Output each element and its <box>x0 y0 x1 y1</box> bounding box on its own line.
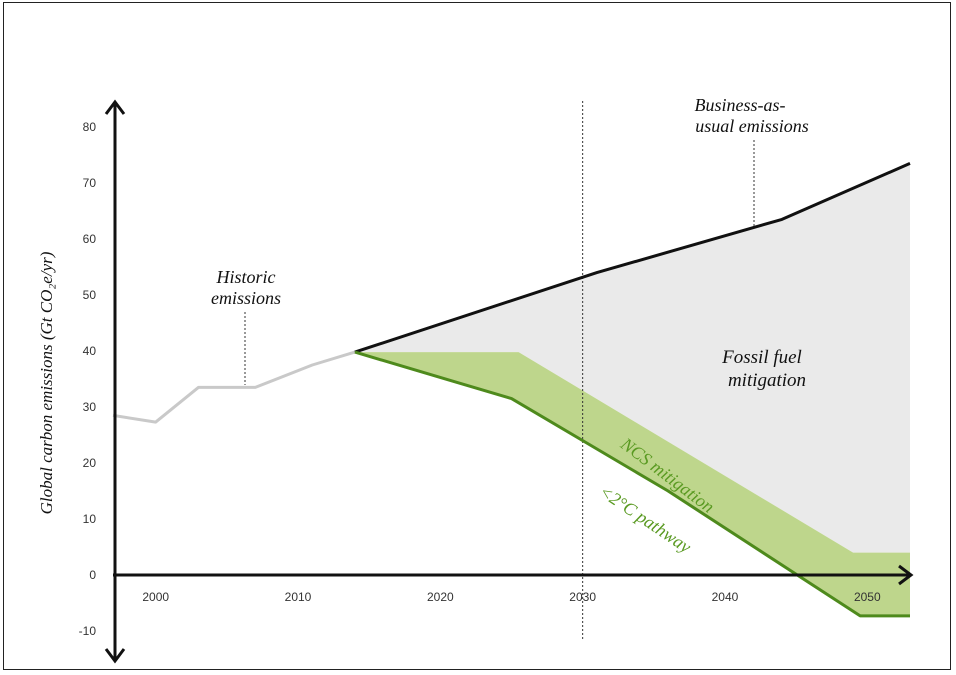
x-tick-label: 2000 <box>142 590 169 604</box>
x-tick-label: 2030 <box>569 590 596 604</box>
historic-label-line1: Historic <box>215 267 275 287</box>
y-tick-label: 20 <box>83 456 97 470</box>
y-tick-label: 30 <box>83 400 97 414</box>
bau-label-line1: Business-as- <box>695 95 786 115</box>
y-axis-title: Global carbon emissions (Gt CO₂e/yr) <box>37 251 56 514</box>
y-tick-label: 50 <box>83 288 97 302</box>
fossil-label-line1: Fossil fuel <box>721 347 802 368</box>
bau-label-line2: usual emissions <box>695 116 809 136</box>
x-tick-label: 2040 <box>712 590 739 604</box>
axes <box>104 99 914 664</box>
two-degree-pathway-line <box>354 350 910 618</box>
y-tick-label: 0 <box>89 568 96 582</box>
y-axis-arrow-bottom <box>104 648 126 664</box>
x-tick-label: 2010 <box>285 590 312 604</box>
historic-annotation: Historic emissions <box>211 267 281 385</box>
fossil-fuel-mitigation-area <box>354 163 910 553</box>
x-tick-label: 2020 <box>427 590 454 604</box>
bau-annotation: Business-as- usual emissions <box>695 95 809 226</box>
ncs-mitigation-area <box>354 352 910 616</box>
y-tick-label: 70 <box>83 176 97 190</box>
historic-label-line2: emissions <box>211 288 281 308</box>
y-tick-label: -10 <box>79 624 97 638</box>
business-as-usual-line <box>354 162 911 354</box>
figure-frame <box>3 2 951 670</box>
y-tick-label: 10 <box>83 512 97 526</box>
x-tick-label: 2050 <box>854 590 881 604</box>
y-tick-label: 60 <box>83 232 97 246</box>
historic-emissions-line <box>112 350 356 424</box>
fossil-annotation: Fossil fuel mitigation <box>721 347 806 391</box>
y-tick-labels: 80 70 60 50 40 30 20 10 0 -10 <box>79 120 97 638</box>
y-tick-label: 80 <box>83 120 97 134</box>
fossil-label-line2: mitigation <box>728 370 806 391</box>
y-tick-label: 40 <box>83 344 97 358</box>
y-axis-arrow-top <box>104 99 126 115</box>
x-tick-labels: 2000 2010 2020 2030 2040 2050 <box>142 590 881 604</box>
x-axis-arrow <box>898 564 914 586</box>
